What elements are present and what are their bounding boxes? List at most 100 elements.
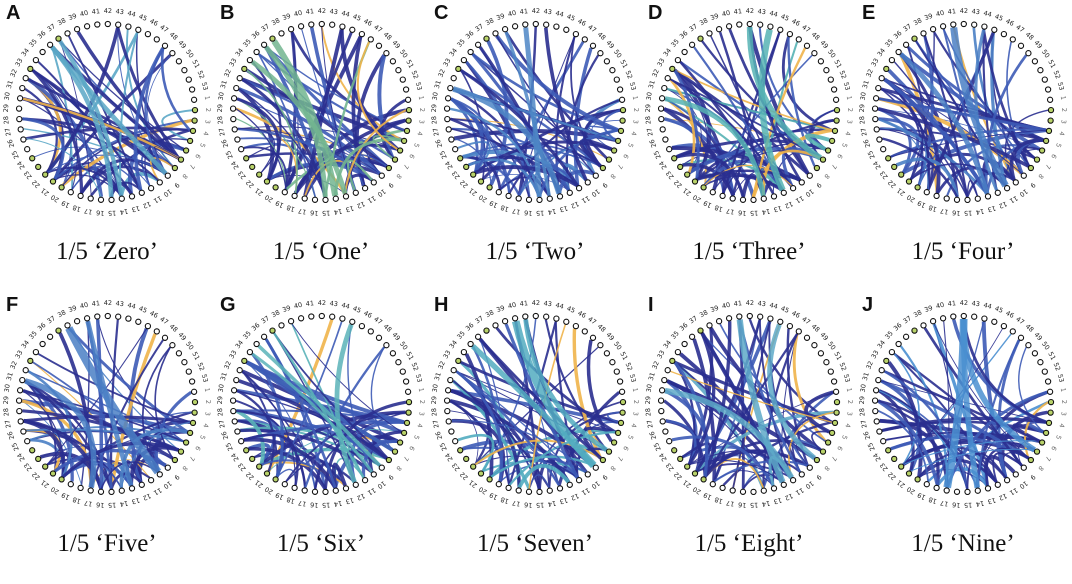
node-27 bbox=[231, 126, 238, 133]
chord-diagram: 1234567891011121314151617181920212223242… bbox=[858, 7, 1068, 217]
chord-link bbox=[235, 108, 287, 190]
node-14 bbox=[974, 487, 981, 494]
node-label: 28 bbox=[644, 408, 653, 417]
node-label: 48 bbox=[1024, 30, 1036, 41]
chord-link bbox=[696, 119, 834, 180]
chord-link bbox=[46, 328, 147, 465]
node-53 bbox=[402, 378, 410, 385]
node-label: 12 bbox=[570, 491, 581, 502]
node-label: 53 bbox=[200, 373, 210, 383]
chord-link bbox=[890, 128, 1047, 158]
node-label: 24 bbox=[230, 452, 241, 463]
node-7 bbox=[1033, 156, 1041, 163]
node-label: 25 bbox=[866, 149, 877, 160]
node-19 bbox=[67, 481, 74, 488]
node-label: 41 bbox=[305, 7, 314, 16]
chord-link bbox=[26, 428, 184, 443]
node-label: 25 bbox=[438, 441, 449, 452]
node-label: 2 bbox=[632, 108, 640, 112]
node-26 bbox=[20, 428, 27, 435]
node-label: 22 bbox=[672, 470, 684, 482]
chord-link bbox=[674, 69, 793, 187]
chord-diagram: 1234567891011121314151617181920212223242… bbox=[216, 299, 426, 509]
chord-link bbox=[681, 442, 712, 472]
panel-d: 1 2 3 4 5 6 7 8 9 10 11 12 13 14 15 16 17 18 19 20 21 22 23 24 2… bbox=[642, 0, 856, 292]
node-47 bbox=[367, 36, 374, 43]
node-32 bbox=[878, 367, 885, 374]
node-label: 23 bbox=[878, 461, 889, 472]
chord-link bbox=[1009, 138, 1044, 181]
node-label: 8 bbox=[394, 172, 403, 180]
chord-link bbox=[881, 380, 1047, 423]
chord-link bbox=[960, 318, 1037, 453]
node-46 bbox=[572, 30, 580, 38]
node-label: 43 bbox=[757, 299, 766, 308]
chord-link bbox=[294, 143, 398, 194]
node-34 bbox=[888, 348, 896, 356]
node-label: 49 bbox=[604, 331, 615, 343]
node-label: 36 bbox=[464, 29, 475, 40]
node-53 bbox=[402, 86, 410, 93]
node-label: 49 bbox=[818, 39, 829, 51]
node-53 bbox=[830, 86, 838, 93]
node-25 bbox=[238, 146, 245, 153]
chord-link bbox=[118, 32, 139, 196]
chord-link bbox=[895, 157, 959, 198]
node-label: 4 bbox=[843, 131, 852, 137]
node-11 bbox=[575, 185, 583, 192]
node-label: 32 bbox=[8, 360, 19, 371]
node-19 bbox=[923, 481, 930, 488]
node-label: 30 bbox=[431, 91, 440, 100]
node-19 bbox=[67, 189, 74, 196]
chord-link bbox=[877, 399, 940, 486]
node-42 bbox=[104, 312, 111, 320]
node-label: 2 bbox=[204, 108, 212, 112]
node-16 bbox=[311, 196, 319, 203]
node-label: 22 bbox=[458, 470, 470, 482]
node-5 bbox=[400, 429, 408, 437]
node-label: 23 bbox=[664, 461, 675, 472]
node-35 bbox=[681, 340, 688, 348]
chord-link bbox=[332, 462, 347, 489]
chord-link bbox=[454, 137, 492, 185]
node-label: 9 bbox=[386, 473, 395, 482]
chord-link bbox=[746, 26, 823, 161]
node-3 bbox=[1047, 117, 1054, 124]
node-label: 16 bbox=[738, 209, 747, 218]
node-label: 26 bbox=[434, 138, 444, 148]
node-1 bbox=[618, 96, 626, 103]
node-13 bbox=[342, 193, 350, 200]
node-label: 51 bbox=[832, 350, 843, 361]
node-45 bbox=[563, 26, 570, 33]
node-48 bbox=[1017, 42, 1025, 49]
node-24 bbox=[671, 447, 678, 454]
node-6 bbox=[1038, 147, 1046, 154]
node-38 bbox=[706, 322, 713, 329]
node-label: 18 bbox=[500, 203, 510, 213]
chord-link bbox=[273, 332, 388, 459]
node-label: 49 bbox=[390, 39, 401, 51]
node-label: 26 bbox=[6, 138, 16, 148]
node-label: 23 bbox=[450, 461, 461, 472]
node-ring: 1234567891011121314151617181920212223242… bbox=[430, 7, 640, 217]
node-22 bbox=[684, 171, 691, 178]
node-label: 42 bbox=[104, 7, 112, 15]
node-label: 46 bbox=[790, 309, 801, 320]
node-43 bbox=[543, 313, 550, 320]
node-label: 50 bbox=[612, 340, 623, 351]
node-label: 8 bbox=[608, 172, 617, 180]
node-11 bbox=[575, 477, 583, 484]
panel-letter: G bbox=[220, 294, 236, 316]
node-label: 1 bbox=[203, 387, 211, 392]
node-label: 51 bbox=[832, 58, 843, 69]
node-label: 26 bbox=[6, 430, 16, 440]
node-21 bbox=[477, 470, 485, 477]
node-label: 19 bbox=[274, 199, 285, 210]
node-label: 21 bbox=[39, 186, 50, 197]
panel-caption: 1/5 ‘Five’ bbox=[57, 530, 157, 557]
node-26 bbox=[448, 136, 455, 143]
node-label: 36 bbox=[464, 321, 475, 332]
node-label: 39 bbox=[709, 304, 720, 314]
chord-link bbox=[238, 88, 326, 198]
node-34 bbox=[246, 56, 254, 64]
